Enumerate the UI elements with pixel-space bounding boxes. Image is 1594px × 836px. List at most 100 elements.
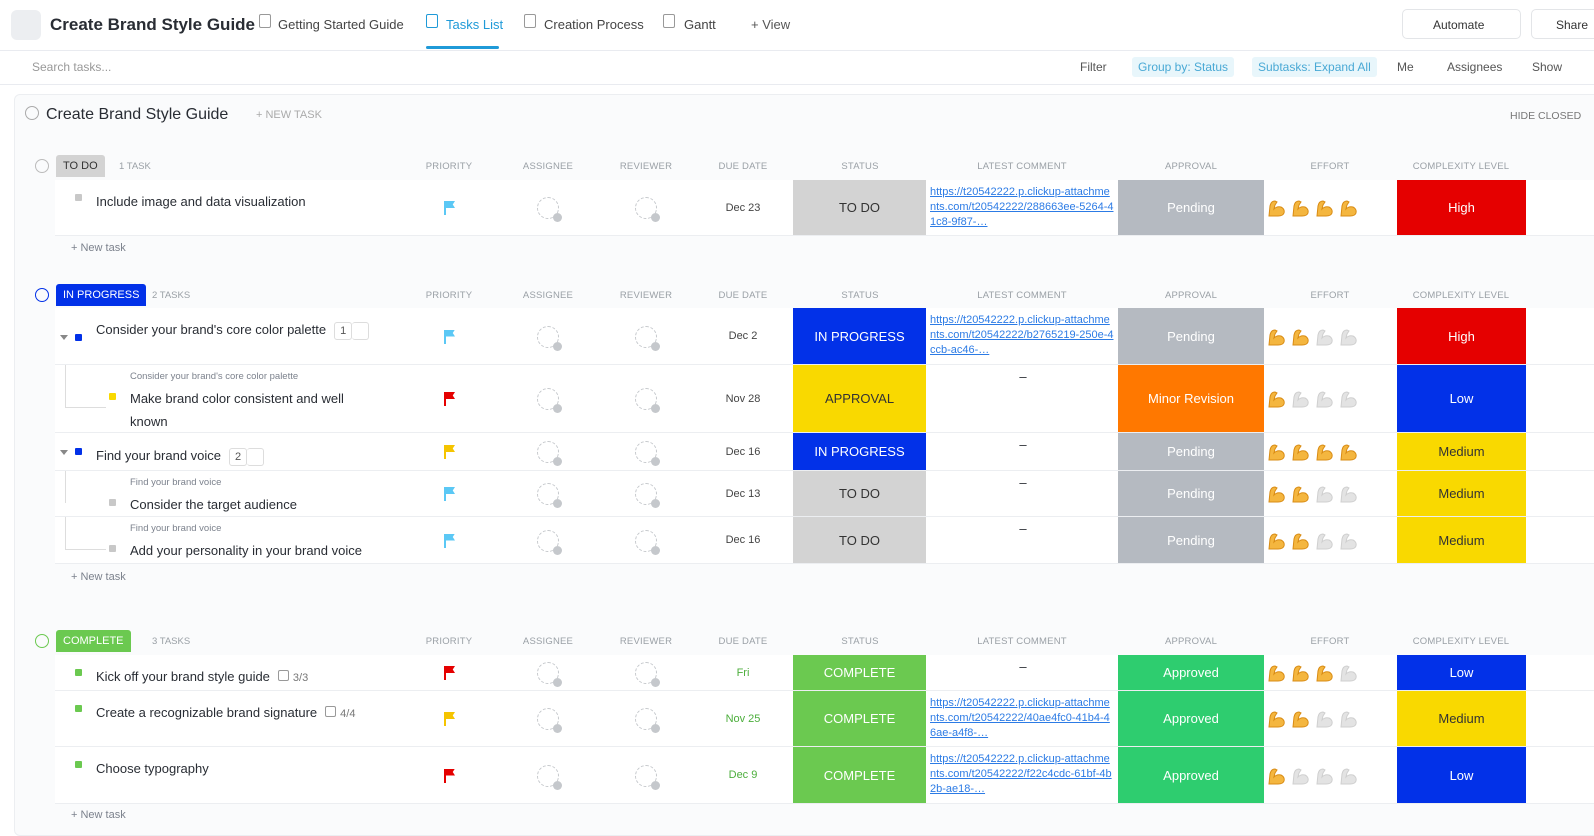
complexity-cell[interactable]: Low bbox=[1397, 655, 1526, 690]
complexity-cell[interactable]: Medium bbox=[1397, 517, 1526, 563]
priority-flag[interactable] bbox=[444, 487, 455, 501]
task-name[interactable]: Add your personality in your brand voice bbox=[130, 539, 362, 562]
effort bbox=[1266, 531, 1396, 551]
status-cell[interactable]: IN PROGRESS bbox=[793, 433, 926, 470]
new-task-link[interactable]: + New task bbox=[71, 571, 126, 583]
assignee-avatar[interactable] bbox=[537, 483, 562, 508]
priority-flag[interactable] bbox=[444, 768, 455, 783]
subtask-count[interactable]: 2 bbox=[229, 448, 248, 466]
new-task-link[interactable]: + New task bbox=[71, 809, 126, 821]
assignee-avatar[interactable] bbox=[537, 529, 562, 555]
reviewer-avatar[interactable] bbox=[635, 325, 660, 351]
priority-flag[interactable] bbox=[444, 329, 455, 344]
complexity-cell[interactable]: Low bbox=[1397, 365, 1526, 432]
reviewer-avatar[interactable] bbox=[635, 708, 660, 733]
latest-comment[interactable]: https://t20542222.p.clickup-attachments.… bbox=[930, 753, 1112, 795]
effort-icon bbox=[1314, 709, 1334, 729]
share-button[interactable]: Share bbox=[1531, 9, 1594, 39]
expand-caret[interactable] bbox=[60, 334, 68, 344]
reviewer-avatar[interactable] bbox=[635, 529, 660, 555]
priority-flag[interactable] bbox=[444, 533, 455, 548]
collapse-toggle[interactable] bbox=[25, 106, 39, 120]
approval-cell[interactable]: Approved bbox=[1118, 747, 1264, 803]
status-cell[interactable]: COMPLETE bbox=[793, 655, 926, 690]
task-name[interactable]: Create a recognizable brand signature 4/4 bbox=[96, 701, 355, 726]
assignee-avatar[interactable] bbox=[537, 388, 562, 413]
priority-flag[interactable] bbox=[444, 666, 455, 680]
approval-cell[interactable]: Pending bbox=[1118, 308, 1264, 364]
search-input[interactable]: Search tasks... bbox=[32, 60, 112, 74]
assignee-avatar[interactable] bbox=[537, 662, 562, 687]
status-cell[interactable]: TO DO bbox=[793, 471, 926, 516]
task-name[interactable]: Find your brand voice 2 bbox=[96, 444, 265, 467]
complexity-cell[interactable]: Medium bbox=[1397, 471, 1526, 516]
complexity-cell[interactable]: Medium bbox=[1397, 433, 1526, 470]
add-subtask[interactable] bbox=[352, 321, 370, 340]
reviewer-avatar[interactable] bbox=[635, 197, 660, 222]
priority-flag[interactable] bbox=[444, 201, 455, 215]
assignee-avatar[interactable] bbox=[537, 325, 562, 351]
status-cell[interactable]: APPROVAL bbox=[793, 365, 926, 432]
subtasks-button[interactable]: Subtasks: Expand All bbox=[1252, 57, 1377, 77]
complexity-cell[interactable]: Low bbox=[1397, 747, 1526, 803]
group-toggle[interactable] bbox=[35, 634, 49, 648]
reviewer-avatar[interactable] bbox=[635, 662, 660, 687]
tab-active[interactable]: Tasks List bbox=[446, 17, 504, 32]
latest-comment[interactable]: https://t20542222.p.clickup-attachments.… bbox=[930, 697, 1110, 739]
approval-cell[interactable]: Approved bbox=[1118, 691, 1264, 746]
reviewer-avatar[interactable] bbox=[635, 388, 660, 413]
reviewer-avatar[interactable] bbox=[635, 764, 660, 790]
status-cell[interactable]: TO DO bbox=[793, 180, 926, 235]
group-by-button[interactable]: Group by: Status bbox=[1132, 57, 1235, 77]
expand-caret[interactable] bbox=[60, 450, 68, 459]
add-view[interactable]: + View bbox=[751, 17, 791, 32]
me-button[interactable]: Me bbox=[1397, 60, 1414, 74]
tab[interactable]: Creation Process bbox=[544, 17, 644, 32]
assignee-avatar[interactable] bbox=[537, 441, 562, 466]
group-toggle[interactable] bbox=[35, 159, 49, 173]
filter-button[interactable]: Filter bbox=[1080, 60, 1107, 74]
hide-closed-button[interactable]: HIDE CLOSED bbox=[1510, 110, 1582, 122]
status-cell[interactable]: COMPLETE bbox=[793, 747, 926, 803]
new-task-button[interactable]: + NEW TASK bbox=[256, 109, 322, 121]
group-toggle[interactable] bbox=[35, 288, 49, 302]
priority-flag[interactable] bbox=[444, 712, 455, 726]
complexity-cell[interactable]: High bbox=[1397, 308, 1526, 364]
assignee-avatar[interactable] bbox=[537, 708, 562, 733]
assignee-avatar[interactable] bbox=[537, 197, 562, 222]
priority-flag[interactable] bbox=[444, 445, 455, 459]
approval-cell[interactable]: Pending bbox=[1118, 517, 1264, 563]
effort-icon bbox=[1338, 327, 1358, 347]
task-name[interactable]: Make brand color consistent and well kno… bbox=[130, 387, 370, 433]
space-icon[interactable] bbox=[11, 10, 41, 40]
task-name[interactable]: Kick off your brand style guide 3/3 bbox=[96, 665, 308, 690]
show-button[interactable]: Show bbox=[1532, 60, 1563, 74]
new-task-link[interactable]: + New task bbox=[71, 242, 126, 254]
subtask-count[interactable]: 1 bbox=[334, 322, 353, 340]
complexity-cell[interactable]: High bbox=[1397, 180, 1526, 235]
priority-flag[interactable] bbox=[444, 392, 455, 406]
task-name[interactable]: Consider your brand's core color palette… bbox=[96, 318, 370, 341]
assignees-button[interactable]: Assignees bbox=[1447, 60, 1503, 74]
status-cell[interactable]: COMPLETE bbox=[793, 691, 926, 746]
approval-cell[interactable]: Minor Revision bbox=[1118, 365, 1264, 432]
reviewer-avatar[interactable] bbox=[635, 483, 660, 508]
status-cell[interactable]: IN PROGRESS bbox=[793, 308, 926, 364]
latest-comment[interactable]: https://t20542222.p.clickup-attachments.… bbox=[930, 314, 1114, 356]
latest-comment[interactable]: https://t20542222.p.clickup-attachments.… bbox=[930, 186, 1114, 228]
task-name[interactable]: Choose typography bbox=[96, 757, 209, 780]
automate-button[interactable]: Automate bbox=[1402, 9, 1521, 39]
task-name[interactable]: Consider the target audience bbox=[130, 493, 297, 516]
reviewer-avatar[interactable] bbox=[635, 441, 660, 466]
assignee-avatar[interactable] bbox=[537, 764, 562, 790]
add-subtask[interactable] bbox=[247, 447, 265, 466]
status-cell[interactable]: TO DO bbox=[793, 517, 926, 563]
approval-cell[interactable]: Pending bbox=[1118, 180, 1264, 235]
tab[interactable]: Gantt bbox=[684, 17, 716, 32]
approval-cell[interactable]: Pending bbox=[1118, 471, 1264, 516]
approval-cell[interactable]: Pending bbox=[1118, 433, 1264, 470]
task-name[interactable]: Include image and data visualization bbox=[96, 190, 306, 213]
tab[interactable]: Getting Started Guide bbox=[278, 17, 404, 32]
approval-cell[interactable]: Approved bbox=[1118, 655, 1264, 690]
complexity-cell[interactable]: Medium bbox=[1397, 691, 1526, 746]
